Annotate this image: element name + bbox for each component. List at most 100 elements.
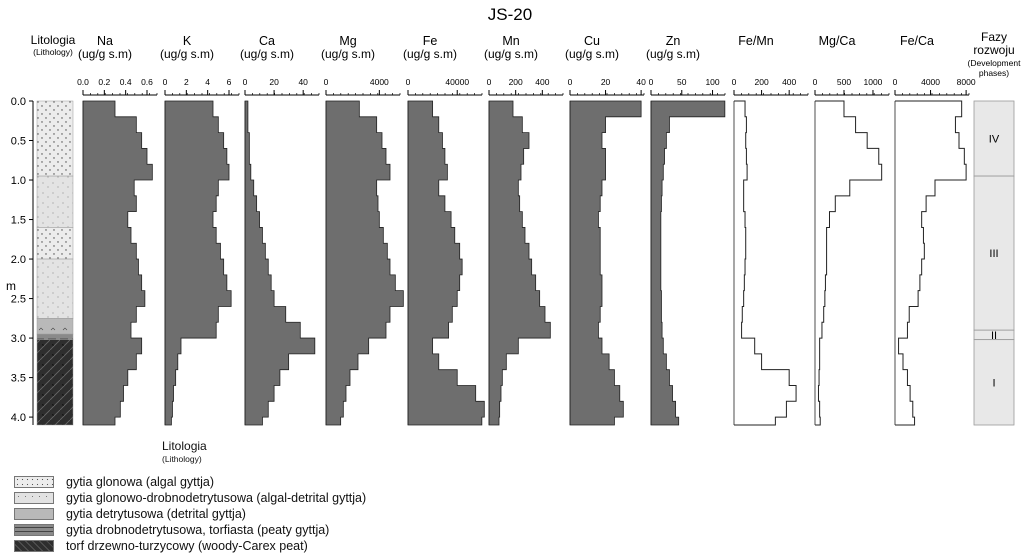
phase-band-III [973,175,1015,331]
panel-profile-mgca [815,100,883,426]
panel-na: Na(ug/g s.m) 0.0 0.2 0.4 0.6 [77,34,158,426]
element-panels: Na(ug/g s.m)0.0 0.2 0.4 0.6K(ug/g s.m)0 2 4 6C… [77,34,976,426]
panel-tick-label: 0.6 [141,77,153,87]
legend-item-algal-detrital: gytia glonowo-drobnodetrytusowa (algal-d… [14,490,366,506]
phase-label: I [992,377,995,389]
legend-swatch-algal-detrital [14,492,54,504]
legend-label: gytia glonowa (algal gyttja) [66,475,214,489]
panel-mg: Mg(ug/g s.m) 0 4000 [321,34,404,426]
panel-fe: Fe(ug/g s.m) 0 40000 [403,34,485,426]
panel-unit: (ug/g s.m) [565,47,619,61]
geochemical-profile-chart: JS-20 m 0.0 0.5 1.0 1.5 2.0 2.5 3.0 3.5 4.0 Litol… [6,5,1022,426]
panel-tick-label: 200 [754,77,768,87]
depth-tick-label: 2.5 [11,294,26,306]
panel-tick-label: 40 [298,77,308,87]
panel-tick-label: 0 [649,77,654,87]
lithology-unit-algal [36,227,74,260]
legend-label: gytia glonowo-drobnodetrytusowa (algal-d… [66,491,367,505]
phases-subtitle-line2: phases) [979,68,1009,78]
panel-tick-label: 0 [163,77,168,87]
lithology-title: Litologia [31,33,76,47]
panel-unit: (ug/g s.m) [321,47,375,61]
panel-profile-k [164,100,232,426]
panel-tick-label: 0.2 [98,77,110,87]
phase-label: IV [989,134,1000,146]
panel-tick-label: 8000 [957,77,976,87]
panel-profile-mg [325,100,404,426]
panel-title: Fe/Mn [738,34,773,48]
depth-tick-label: 3.5 [11,373,26,385]
panel-tick-label: 0 [243,77,248,87]
panel-profile-na [82,100,153,426]
legend-swatch-algal [14,476,54,488]
lithology-unit-algal [36,100,74,177]
phases-title-line1: Fazy [981,30,1007,44]
panel-tick-label: 50 [677,77,687,87]
panel-tick-label: 0.4 [120,77,132,87]
panel-tick-label: 100 [705,77,719,87]
panel-title: Fe/Ca [900,34,934,48]
panel-tick-label: 20 [269,77,279,87]
panel-tick-label: 1000 [864,77,883,87]
phase-band-IV [973,100,1015,177]
panel-mn: Mn(ug/g s.m) 0 200 400 [484,34,564,426]
panel-tick-label: 400 [782,77,796,87]
depth-tick-label: 0.0 [11,96,26,108]
depth-tick-label: 1.0 [11,175,26,187]
legend-item-peat: torf drzewno-turzycowy (woody-Carex peat… [14,538,366,554]
panel-unit: (ug/g s.m) [78,47,132,61]
panel-profile-feca [895,100,967,426]
lithology-unit-algal-detrital [36,258,74,319]
legend-label: gytia drobnodetrytusowa, torfiasta (peat… [66,523,330,537]
legend-swatch-detrital [14,508,54,520]
panel-title: Fe [423,34,438,48]
panel-tick-label: 2 [184,77,189,87]
panel-tick-label: 200 [509,77,523,87]
panel-tick-label: 500 [837,77,851,87]
panel-tick-label: 4 [205,77,210,87]
legend-swatch-peat [14,540,54,552]
panel-title: Ca [259,34,275,48]
panel-zn: Zn(ug/g s.m) 0 50 100 [646,34,726,426]
panel-cu: Cu(ug/g s.m) 0 20 40 [565,34,646,426]
panel-profile-cu [569,100,642,426]
depth-tick-label: 4.0 [11,412,26,424]
panel-title: Mg/Ca [819,34,856,48]
panel-profile-femn [734,100,797,426]
panel-tick-label: 0.0 [77,77,89,87]
depth-tick-label: 2.0 [11,254,26,266]
panel-unit: (ug/g s.m) [160,47,214,61]
lithology-subtitle: (Lithology) [33,47,73,57]
legend-item-peaty: gytia drobnodetrytusowa, torfiasta (peat… [14,522,366,538]
legend-label: torf drzewno-turzycowy (woody-Carex peat… [66,539,308,553]
panel-profile-mn [488,100,551,426]
phases-title-line2: rozwoju [973,43,1014,57]
panel-unit: (ug/g s.m) [646,47,700,61]
panel-tick-label: 4000 [370,77,389,87]
panel-tick-label: 0 [893,77,898,87]
panel-tick-label: 0 [406,77,411,87]
legend-item-detrital: gytia detrytusowa (detrital gyttja) [14,506,366,522]
depth-axis: m 0.0 0.5 1.0 1.5 2.0 2.5 3.0 3.5 4.0 [6,96,34,425]
panel-profile-zn [650,100,726,426]
depth-tick-label: 3.0 [11,333,26,345]
panel-unit: (ug/g s.m) [403,47,457,61]
legend-item-algal: gytia glonowa (algal gyttja) [14,474,366,490]
legend-swatch-peaty [14,524,54,536]
chart-title: JS-20 [488,5,532,24]
panel-profile-ca [244,100,316,426]
panel-profile-fe [407,100,485,426]
phase-label: II [991,330,997,342]
panel-ca: Ca(ug/g s.m) 0 20 40 [240,34,320,426]
panel-tick-label: 6 [227,77,232,87]
panel-tick-label: 40 [636,77,646,87]
panel-femn: Fe/Mn 0 200 400 [732,34,809,426]
lithology-unit-detrital [36,318,74,335]
panel-tick-label: 0 [487,77,492,87]
depth-tick-label: 1.5 [11,215,26,227]
panel-unit: (ug/g s.m) [484,47,538,61]
panel-tick-label: 0 [813,77,818,87]
phase-band-I [973,339,1015,426]
phases-subtitle-line1: (Development [968,58,1022,68]
